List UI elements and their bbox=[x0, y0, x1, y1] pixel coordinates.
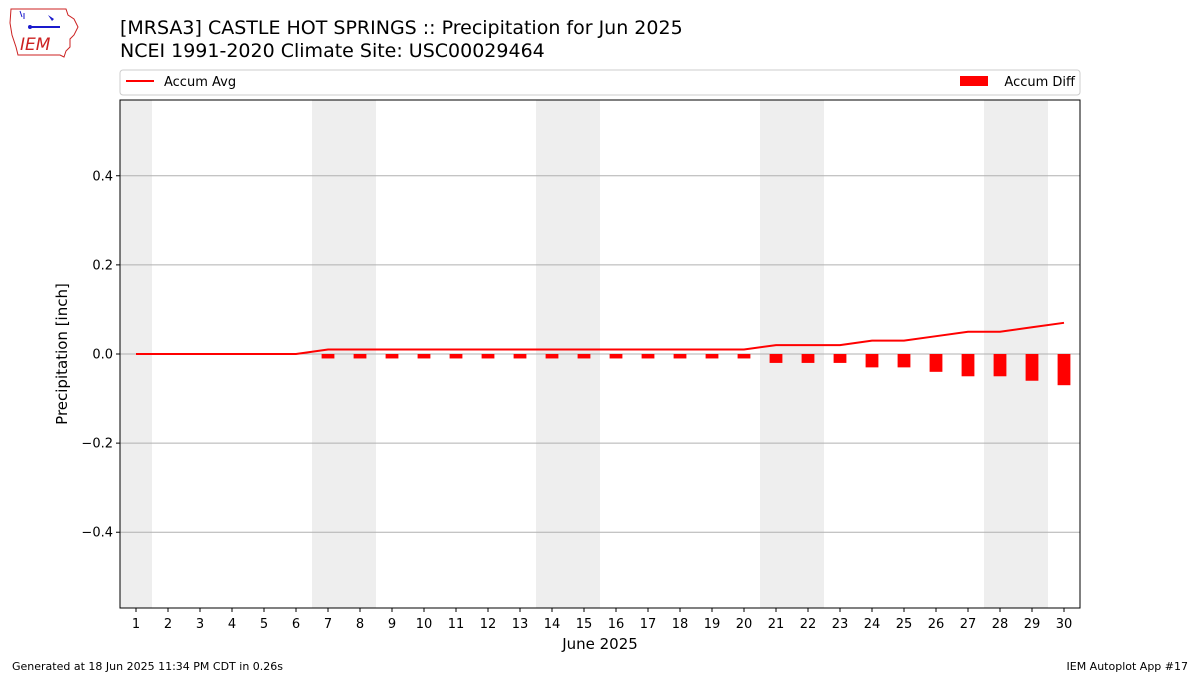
x-tick-label: 28 bbox=[992, 617, 1009, 632]
accum-diff-bars bbox=[321, 354, 1071, 386]
x-tick-label: 20 bbox=[736, 617, 753, 632]
x-tick-label: 21 bbox=[768, 617, 785, 632]
accum-diff-bar bbox=[769, 354, 783, 363]
accum-diff-bar bbox=[673, 354, 687, 359]
accum-diff-bar bbox=[737, 354, 751, 359]
accum-diff-bar bbox=[417, 354, 431, 359]
y-axis-ticks: −0.4 −0.2 0.0 0.2 0.4 bbox=[81, 169, 120, 541]
x-tick-label: 18 bbox=[672, 617, 689, 632]
x-tick-label: 24 bbox=[864, 617, 881, 632]
accum-diff-bar bbox=[641, 354, 655, 359]
x-tick-label: 13 bbox=[512, 617, 529, 632]
accum-diff-bar bbox=[513, 354, 527, 359]
x-tick-label: 8 bbox=[356, 617, 364, 632]
y-tick-label: 0.4 bbox=[92, 169, 113, 184]
y-tick-label: 0.0 bbox=[92, 348, 113, 363]
accum-diff-bar bbox=[545, 354, 559, 359]
legend-accum-diff-label: Accum Diff bbox=[1004, 75, 1076, 90]
iowa-outline-icon bbox=[9, 8, 79, 58]
accum-diff-bar bbox=[833, 354, 847, 363]
accum-avg-line bbox=[136, 321, 1065, 355]
accum-diff-bar bbox=[993, 354, 1007, 377]
x-tick-label: 7 bbox=[324, 617, 332, 632]
x-tick-label: 5 bbox=[260, 617, 268, 632]
x-axis-label: June 2025 bbox=[561, 635, 638, 653]
accum-diff-bar bbox=[353, 354, 367, 359]
accum-diff-bar bbox=[961, 354, 975, 377]
generated-timestamp: Generated at 18 Jun 2025 11:34 PM CDT in… bbox=[12, 660, 284, 673]
x-tick-label: 29 bbox=[1024, 617, 1041, 632]
y-tick-label: −0.2 bbox=[81, 437, 113, 452]
x-tick-label: 11 bbox=[448, 617, 465, 632]
x-tick-label: 10 bbox=[416, 617, 433, 632]
x-tick-label: 30 bbox=[1056, 617, 1073, 632]
accum-diff-bar bbox=[481, 354, 495, 359]
chart-subtitle: NCEI 1991-2020 Climate Site: USC00029464 bbox=[120, 40, 545, 62]
accum-avg-line-layer bbox=[136, 321, 1065, 355]
iem-logo-text: IEM bbox=[20, 35, 51, 55]
x-tick-label: 15 bbox=[576, 617, 593, 632]
x-tick-label: 4 bbox=[228, 617, 236, 632]
x-tick-label: 12 bbox=[480, 617, 497, 632]
y-axis-label: Precipitation [inch] bbox=[53, 283, 71, 425]
x-tick-label: 6 bbox=[292, 617, 300, 632]
legend-box bbox=[119, 69, 1081, 96]
accum-diff-bar bbox=[1057, 354, 1071, 386]
x-tick-label: 25 bbox=[896, 617, 913, 632]
accum-diff-bar bbox=[1025, 354, 1039, 381]
x-axis-ticks: 1 2 3 4 5 6 7 8 9 10 11 12 13 14 15 16 17 18 19 20 21 22 23 24 2… bbox=[132, 608, 1072, 632]
x-tick-label: 14 bbox=[544, 617, 561, 632]
accum-diff-bar bbox=[929, 354, 943, 372]
legend-accum-avg-label: Accum Avg bbox=[164, 75, 236, 90]
accum-diff-bar bbox=[609, 354, 623, 359]
x-tick-label: 26 bbox=[928, 617, 945, 632]
accum-diff-bar bbox=[705, 354, 719, 359]
x-tick-label: 1 bbox=[132, 617, 140, 632]
accum-diff-bar bbox=[321, 354, 335, 359]
chart-title: [MRSA3] CASTLE HOT SPRINGS :: Precipitat… bbox=[120, 17, 683, 39]
accum-diff-bar bbox=[385, 354, 399, 359]
x-tick-label: 27 bbox=[960, 617, 977, 632]
x-tick-label: 19 bbox=[704, 617, 721, 632]
accum-diff-bar bbox=[897, 354, 911, 368]
accum-diff-bar bbox=[577, 354, 591, 359]
legend-accum-diff-swatch bbox=[960, 76, 988, 86]
legend: Accum Avg Accum Diff bbox=[119, 69, 1081, 96]
iem-logo: IEM bbox=[9, 8, 79, 58]
y-tick-label: −0.4 bbox=[81, 526, 113, 541]
y-tick-label: 0.2 bbox=[92, 258, 113, 273]
accum-diff-bar bbox=[865, 354, 879, 368]
app-credit: IEM Autoplot App #17 bbox=[1066, 660, 1189, 673]
accum-diff-bar bbox=[801, 354, 815, 363]
x-tick-label: 23 bbox=[832, 617, 849, 632]
accum-diff-bar bbox=[449, 354, 463, 359]
x-tick-label: 9 bbox=[388, 617, 396, 632]
weekend-bands bbox=[120, 100, 1048, 608]
x-tick-label: 16 bbox=[608, 617, 625, 632]
x-tick-label: 22 bbox=[800, 617, 817, 632]
x-tick-label: 2 bbox=[164, 617, 172, 632]
x-tick-label: 3 bbox=[196, 617, 204, 632]
x-tick-label: 17 bbox=[640, 617, 657, 632]
